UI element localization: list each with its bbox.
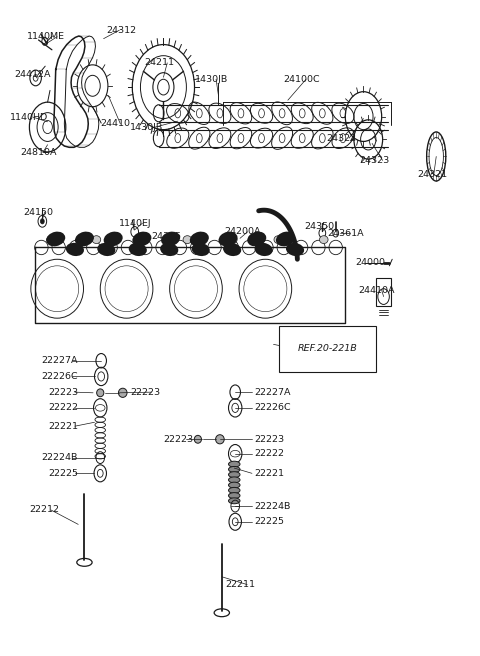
- Ellipse shape: [161, 232, 180, 247]
- Text: 24810A: 24810A: [21, 148, 57, 157]
- Ellipse shape: [46, 232, 65, 247]
- Text: 22222: 22222: [48, 403, 79, 413]
- Text: 24000: 24000: [355, 258, 385, 267]
- Ellipse shape: [228, 482, 240, 488]
- Text: 22227A: 22227A: [41, 356, 78, 365]
- Ellipse shape: [47, 236, 55, 243]
- Ellipse shape: [190, 232, 209, 247]
- Bar: [376, 278, 391, 306]
- Ellipse shape: [247, 232, 266, 247]
- Ellipse shape: [228, 493, 240, 499]
- Text: 22225: 22225: [254, 518, 284, 526]
- Text: 1140EJ: 1140EJ: [120, 218, 152, 228]
- Text: 24312: 24312: [106, 26, 136, 35]
- Ellipse shape: [254, 243, 273, 256]
- Ellipse shape: [274, 236, 283, 243]
- Ellipse shape: [228, 466, 240, 472]
- Ellipse shape: [194, 436, 202, 443]
- Ellipse shape: [228, 472, 240, 478]
- Text: 24355: 24355: [152, 232, 181, 241]
- Text: 22211: 22211: [226, 580, 256, 589]
- Text: 24321: 24321: [417, 170, 447, 178]
- Ellipse shape: [286, 243, 304, 256]
- Ellipse shape: [138, 236, 146, 243]
- Text: 22226C: 22226C: [254, 403, 291, 413]
- Text: 22222: 22222: [254, 449, 284, 458]
- Text: 24361A: 24361A: [327, 228, 364, 237]
- Text: 1430JB: 1430JB: [130, 123, 163, 133]
- Text: 24350: 24350: [305, 222, 335, 231]
- Ellipse shape: [97, 243, 115, 256]
- Text: 22212: 22212: [29, 506, 60, 514]
- Text: 24410A: 24410A: [359, 285, 395, 295]
- Ellipse shape: [228, 487, 240, 493]
- Ellipse shape: [75, 232, 94, 247]
- Text: 24323: 24323: [360, 156, 390, 165]
- Ellipse shape: [228, 461, 240, 467]
- Ellipse shape: [129, 243, 147, 256]
- Ellipse shape: [228, 477, 240, 483]
- Text: 22221: 22221: [48, 422, 79, 431]
- Text: 24410: 24410: [100, 119, 130, 129]
- Ellipse shape: [320, 236, 328, 243]
- Text: 24322: 24322: [326, 134, 356, 142]
- Text: 24200A: 24200A: [225, 227, 261, 236]
- Circle shape: [40, 218, 44, 224]
- Ellipse shape: [119, 388, 127, 398]
- Ellipse shape: [183, 236, 192, 243]
- Text: 22223: 22223: [163, 435, 193, 443]
- Text: REF.20-221B: REF.20-221B: [298, 344, 357, 354]
- Text: 22223: 22223: [254, 435, 285, 443]
- Text: 22225: 22225: [48, 469, 79, 478]
- Ellipse shape: [104, 232, 123, 247]
- Ellipse shape: [160, 243, 178, 256]
- Text: 22221: 22221: [254, 469, 284, 478]
- Text: 24100C: 24100C: [283, 75, 320, 84]
- Ellipse shape: [228, 236, 237, 243]
- Text: 22226C: 22226C: [41, 372, 78, 381]
- Text: 22223: 22223: [48, 388, 79, 397]
- Ellipse shape: [223, 243, 241, 256]
- Text: 22227A: 22227A: [254, 388, 291, 397]
- Ellipse shape: [218, 232, 238, 247]
- Text: 22223: 22223: [130, 388, 160, 397]
- Text: 22224B: 22224B: [41, 453, 78, 462]
- Text: 24150: 24150: [24, 208, 54, 216]
- Text: 22224B: 22224B: [254, 502, 291, 510]
- Ellipse shape: [192, 243, 210, 256]
- Ellipse shape: [92, 236, 101, 243]
- Ellipse shape: [132, 232, 151, 247]
- Text: 1430JB: 1430JB: [194, 75, 228, 84]
- Ellipse shape: [96, 389, 104, 397]
- Ellipse shape: [228, 498, 240, 504]
- Ellipse shape: [66, 243, 84, 256]
- Ellipse shape: [216, 435, 224, 444]
- Text: 24412A: 24412A: [14, 70, 50, 79]
- Text: 1140ME: 1140ME: [27, 32, 65, 41]
- Text: 1140HD: 1140HD: [10, 113, 48, 122]
- Text: 24211: 24211: [144, 58, 174, 68]
- Ellipse shape: [276, 232, 295, 247]
